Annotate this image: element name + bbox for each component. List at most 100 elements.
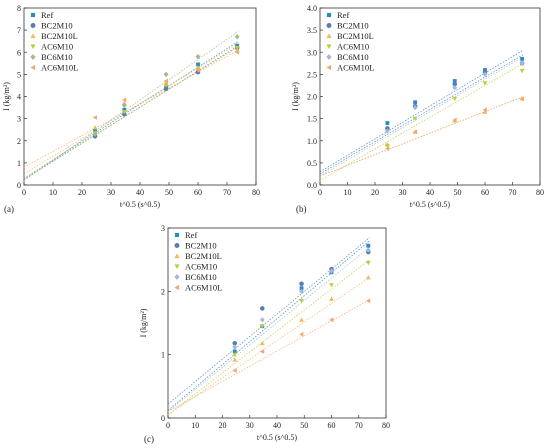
chart-panel-a: 0 10 20 30 40 50 60 70 80 0 1 2 3 4 5 6 7 8 t^0.5 (s^0.5) I… <box>2 4 260 214</box>
x-tick-label: 0 <box>318 188 322 197</box>
x-tick-label: 80 <box>536 188 544 197</box>
legend-marker-ac6m10 <box>326 44 332 50</box>
data-point-ref <box>413 100 418 105</box>
data-point-ac6m10 <box>452 96 458 102</box>
data-point-ref <box>299 286 304 291</box>
data-point-ac6m10l <box>163 78 169 84</box>
data-point-bc6m10 <box>365 247 371 253</box>
legend-marker-ref <box>30 12 36 18</box>
data-point-ac6m10l <box>452 117 457 123</box>
x-tick-label: 80 <box>382 421 390 430</box>
fit-line-ref <box>23 40 239 179</box>
legend-marker-ac6m10 <box>30 44 36 50</box>
x-tick-label: 10 <box>191 421 199 430</box>
data-point-bc6m10 <box>299 288 304 294</box>
legend-entry: AC6M10L <box>41 63 78 73</box>
legend-marker-bc2m10 <box>326 23 332 28</box>
panel-label: (c) <box>144 434 154 444</box>
y-axis-label: I (kg/m²) <box>2 82 11 111</box>
legend-entry: AC6M10L <box>337 63 374 73</box>
x-tick-label: 20 <box>371 188 379 197</box>
legend-entry: AC6M10 <box>185 262 217 272</box>
panel-label: (a) <box>4 204 14 214</box>
data-point-bc2m10l <box>92 125 98 130</box>
y-tick-label: 4 <box>17 93 21 102</box>
y-axis-label: I (kg/m²) <box>139 308 148 337</box>
data-point-ref <box>196 62 200 67</box>
fit-line-ac6m10 <box>319 62 524 181</box>
x-tick-label: 60 <box>194 188 202 197</box>
legend-entry: Ref <box>41 10 53 20</box>
data-point-ac6m10 <box>519 68 525 74</box>
data-point-bc6m10 <box>384 128 390 134</box>
y-tick-label: 3 <box>161 224 165 233</box>
chart-panel-b: 0 10 20 30 40 50 60 70 80 0.0 0.5 1.0 1.5 2.0 2.5 3.0 3.… <box>291 4 544 214</box>
data-point-bc6m10 <box>519 60 525 66</box>
y-tick-label: 2 <box>17 137 21 146</box>
legend-marker-bc2m10l <box>174 253 180 259</box>
x-tick-label: 20 <box>219 421 227 430</box>
data-point-bc6m10 <box>121 102 127 108</box>
x-tick-label: 80 <box>252 188 260 197</box>
data-point-ref <box>520 56 525 61</box>
data-point-bc2m10 <box>385 126 390 131</box>
y-tick-label: 1 <box>161 351 165 360</box>
data-point-bc2m10l <box>482 109 488 114</box>
y-tick-label: 0.0 <box>307 181 317 190</box>
legend-marker-bc2m10 <box>30 23 36 28</box>
data-point-bc6m10 <box>259 317 265 323</box>
x-tick-label: 50 <box>454 188 462 197</box>
data-point-bc6m10 <box>92 131 98 137</box>
x-tick-label: 30 <box>246 421 254 430</box>
legend-marker-bc6m10 <box>30 54 36 60</box>
data-point-ac6m10l <box>195 67 200 73</box>
x-axis-label: t^0.5 (s^0.5) <box>257 433 298 442</box>
data-point-bc2m10l <box>365 275 371 280</box>
data-point-ref <box>385 121 390 125</box>
data-point-ac6m10 <box>121 110 127 115</box>
y-tick-label: 6 <box>17 48 21 57</box>
x-tick-label: 40 <box>136 188 144 197</box>
legend-marker-ac6m10 <box>174 264 180 270</box>
data-point-ac6m10l <box>365 298 371 304</box>
data-point-ac6m10 <box>384 144 390 149</box>
data-point-bc6m10 <box>234 34 240 40</box>
x-tick-label: 60 <box>328 421 336 430</box>
x-tick-label: 0 <box>22 188 26 197</box>
y-tick-label: 7 <box>17 26 21 35</box>
data-point-bc6m10 <box>412 104 418 111</box>
data-point-ac6m10l <box>121 97 127 103</box>
data-point-ac6m10l <box>519 96 525 102</box>
data-point-ac6m10l <box>329 317 334 323</box>
x-tick-label: 50 <box>165 188 173 197</box>
data-point-ac6m10 <box>412 116 418 122</box>
legend-entry: BC6M10 <box>41 52 73 62</box>
data-point-bc2m10 <box>232 340 238 346</box>
data-point-ac6m10 <box>232 352 238 358</box>
y-tick-label: 1.0 <box>307 137 317 146</box>
data-point-ref <box>452 79 457 83</box>
x-tick-label: 70 <box>355 421 363 430</box>
data-point-bc2m10l <box>329 296 334 301</box>
legend-entry: BC2M10L <box>337 31 374 41</box>
legend-marker-ac6m10l <box>30 64 36 71</box>
fit-line-ac6m10l <box>167 299 370 413</box>
chart-panel-c: 0 10 20 30 40 50 60 70 80 0 1 2 3 t^0.5 (s^0.5) I (kg/… <box>139 224 390 444</box>
data-point-ref <box>93 128 97 133</box>
legend-entry: BC2M10L <box>185 251 222 261</box>
legend-entry: BC2M10L <box>41 31 78 41</box>
x-tick-label: 30 <box>107 188 115 197</box>
data-point-ref <box>232 349 237 354</box>
x-tick-label: 30 <box>399 188 407 197</box>
y-tick-label: 3.5 <box>307 26 317 35</box>
y-tick-label: 4.0 <box>307 4 317 13</box>
fit-line-bc2m10 <box>23 45 239 180</box>
legend-entry: BC6M10 <box>337 52 369 62</box>
legend-entry: BC2M10 <box>185 241 217 251</box>
legend-entry: Ref <box>185 230 197 240</box>
data-point-bc2m10l <box>259 340 265 346</box>
legend-entry: AC6M10 <box>337 42 369 52</box>
data-point-ac6m10 <box>299 298 304 304</box>
data-point-bc2m10 <box>163 86 169 92</box>
